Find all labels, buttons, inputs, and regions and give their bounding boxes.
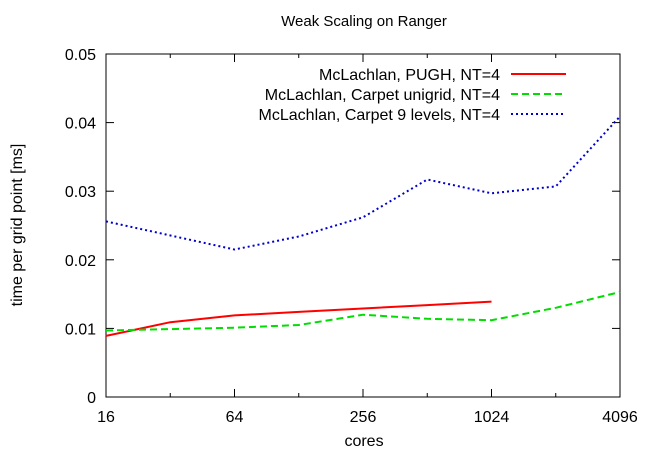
y-tick-label: 0.02 <box>65 253 96 270</box>
y-tick-label: 0.04 <box>65 116 96 133</box>
series-line <box>105 300 492 337</box>
y-tick-label: 0.03 <box>65 184 96 201</box>
series-1 <box>105 291 621 332</box>
y-axis: 0 0.01 0.02 0.03 0.04 0.05 <box>65 47 620 407</box>
series-0 <box>105 300 492 337</box>
plot-frame <box>105 53 621 398</box>
y-tick-label: 0.01 <box>65 321 96 338</box>
legend: McLachlan, PUGH, NT=4 McLachlan, Carpet u… <box>259 67 566 124</box>
series-layer <box>105 115 621 337</box>
x-tick-label: 4096 <box>602 409 638 426</box>
series-line <box>105 115 621 251</box>
legend-label: McLachlan, Carpet unigrid, NT=4 <box>265 87 500 104</box>
y-tick-label: 0 <box>87 390 96 407</box>
x-tick-label: 1024 <box>474 409 510 426</box>
series-line <box>105 291 621 332</box>
x-axis: 16 64 256 1024 4096 <box>97 54 638 426</box>
x-axis-label: cores <box>344 433 383 450</box>
series-2 <box>105 115 621 251</box>
x-tick-label: 16 <box>97 409 115 426</box>
x-tick-label: 64 <box>226 409 244 426</box>
legend-label: McLachlan, Carpet 9 levels, NT=4 <box>259 107 501 124</box>
y-axis-label: time per grid point [ms] <box>9 144 26 307</box>
legend-label: McLachlan, PUGH, NT=4 <box>319 67 500 84</box>
y-tick-label: 0.05 <box>65 47 96 64</box>
chart-title: Weak Scaling on Ranger <box>281 13 447 30</box>
x-tick-label: 256 <box>350 409 377 426</box>
